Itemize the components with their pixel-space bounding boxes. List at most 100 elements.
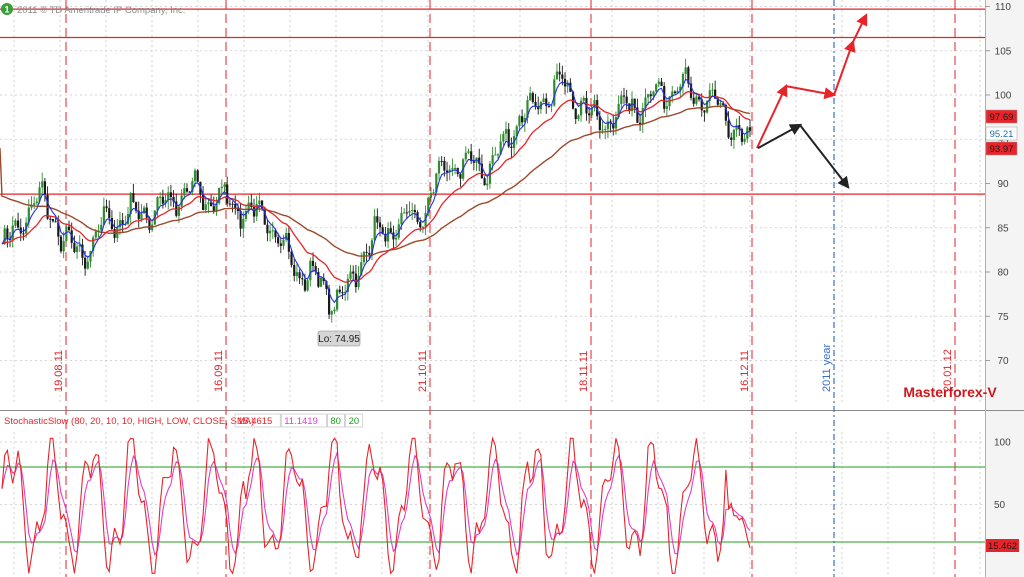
candle-body: [14, 220, 17, 226]
candle-body: [695, 96, 698, 104]
candle-body: [588, 113, 591, 116]
bullish-forecast-arrow: [785, 85, 837, 100]
candle-body: [188, 191, 191, 193]
candle-body: [510, 146, 513, 148]
candle-body: [432, 192, 435, 194]
candle-body: [349, 271, 352, 279]
candle-body: [663, 86, 666, 109]
candle-body: [700, 99, 703, 111]
candle-body: [266, 224, 269, 234]
price-tag-value: 93.97: [990, 144, 1014, 155]
candle-body: [293, 265, 296, 276]
price-tag: [985, 141, 1018, 156]
candle-body: [27, 207, 30, 223]
candle-body: [655, 84, 658, 92]
candle-body: [405, 212, 408, 214]
bearish-forecast-arrow: [757, 123, 803, 149]
candle-body: [183, 188, 186, 196]
candle-body: [472, 161, 475, 163]
candle-body: [161, 196, 164, 204]
candle-body: [75, 246, 79, 252]
candle-body: [681, 74, 685, 87]
stoch-tag-value: 15.462: [988, 541, 1017, 552]
candle-body: [652, 91, 655, 97]
candle-body: [301, 278, 304, 280]
candle-body: [322, 277, 325, 282]
candle-body: [309, 260, 312, 281]
candle-body: [459, 173, 462, 179]
candle-body: [448, 169, 451, 173]
candle-body: [49, 218, 52, 220]
price-tag-value: 95.21: [990, 129, 1014, 140]
candle-body: [92, 237, 95, 252]
candle-body: [421, 226, 425, 228]
candle-body: [563, 78, 567, 87]
candle-body: [57, 222, 60, 237]
candle-body: [148, 217, 151, 230]
stoch-legend-values: 15.4615 11.1419 80 20: [234, 413, 364, 428]
chart-status-icon[interactable]: [1, 3, 13, 15]
price-tick-label: 90: [997, 179, 1009, 190]
candle-body: [242, 218, 245, 229]
stoch-axis-ticks: 100 50: [994, 438, 1011, 512]
candle-body: [336, 289, 339, 310]
candle-body: [494, 154, 497, 156]
candle-body: [673, 91, 677, 94]
candle-body: [84, 257, 87, 269]
candle-body: [708, 90, 711, 101]
candle-body: [271, 230, 274, 232]
candle-body: [526, 100, 529, 119]
candle-body: [748, 127, 752, 131]
price-tag-value: 97.69: [990, 112, 1014, 123]
candle-body: [333, 309, 336, 312]
candle-body: [470, 151, 473, 162]
candle-body: [400, 212, 403, 225]
candle-body: [638, 122, 642, 125]
candle-body: [630, 98, 634, 112]
candle-body: [419, 221, 422, 228]
candle-body: [488, 163, 492, 184]
candle-body: [370, 240, 374, 255]
candle-body: [582, 97, 585, 101]
candle-body: [534, 101, 537, 107]
candle-body: [389, 228, 392, 233]
candle-body: [204, 204, 207, 210]
candle-body: [105, 206, 108, 209]
price-axis-background: [985, 0, 1024, 410]
stoch-legend-value-box: [327, 413, 345, 428]
bullish-forecast-arrow: [833, 39, 856, 96]
candle-body: [732, 129, 736, 140]
candle-body: [263, 208, 266, 225]
candle-body: [303, 279, 307, 291]
candle-body: [338, 289, 341, 293]
candle-body: [159, 196, 162, 198]
candle-body: [649, 94, 652, 97]
date-label: 21.10.11: [417, 350, 429, 392]
candle-body: [35, 201, 38, 204]
candle-body: [647, 94, 650, 98]
candle-body: [547, 105, 551, 107]
candle-body: [223, 184, 226, 187]
candle-body: [735, 125, 738, 130]
candle-body: [679, 86, 682, 91]
candle-body: [81, 244, 84, 258]
candle-body: [671, 91, 674, 97]
candle-body: [344, 291, 347, 294]
brand-watermark: Masterforex-V: [903, 384, 997, 400]
candle-body: [220, 186, 223, 188]
candle-body: [491, 155, 494, 164]
candle-body: [378, 222, 382, 228]
candle-body: [636, 107, 639, 123]
candle-body: [606, 121, 610, 130]
candle-body: [644, 97, 647, 109]
candle-body: [274, 230, 277, 238]
candle-body: [553, 79, 556, 106]
candle-body: [311, 260, 315, 266]
candle-body: [137, 210, 140, 220]
candle-body: [108, 208, 111, 219]
candle-body: [191, 181, 194, 193]
stoch-legend-value: 11.1419: [284, 416, 318, 427]
candle-body: [724, 105, 727, 121]
candle-body: [480, 163, 483, 179]
